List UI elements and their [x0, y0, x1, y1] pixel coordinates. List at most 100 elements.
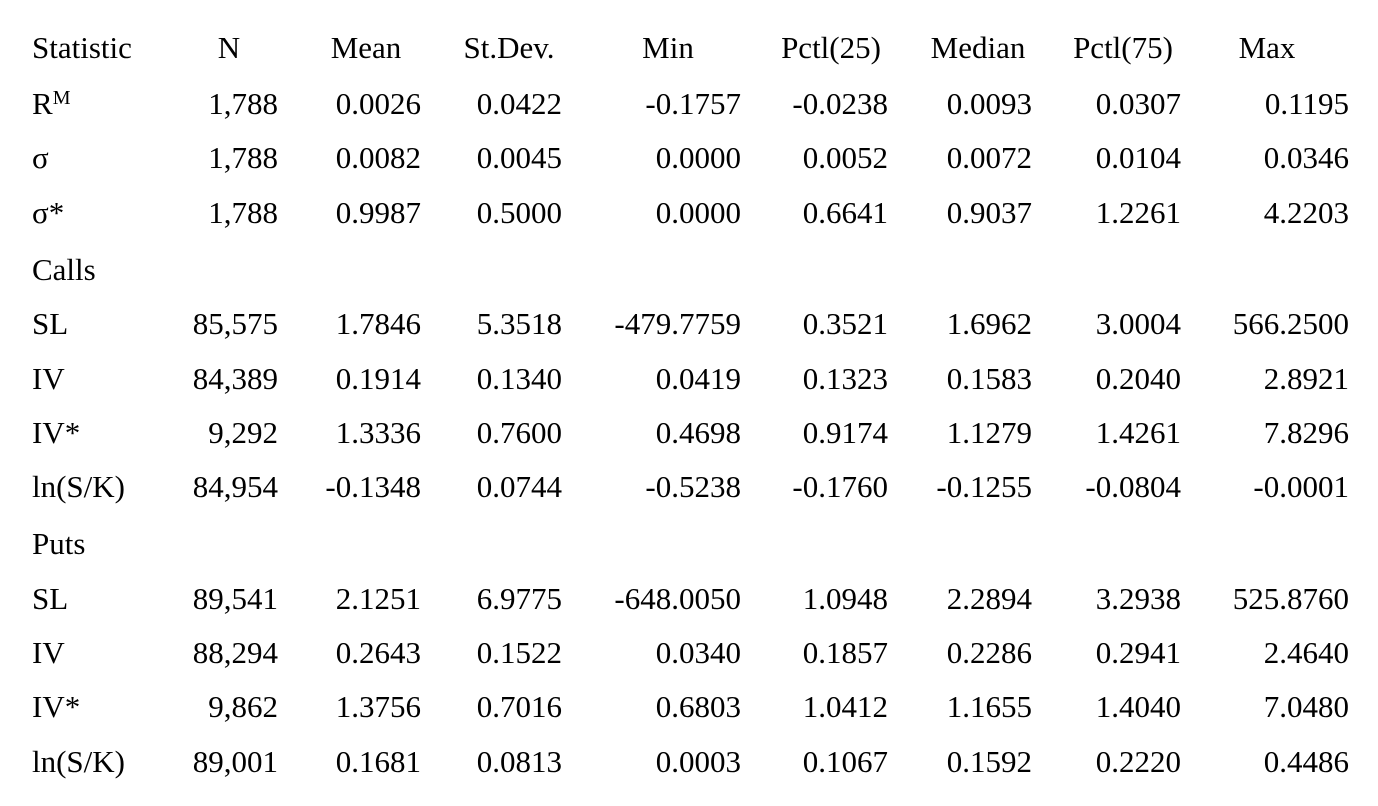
cell: 1.6962: [946, 306, 1032, 342]
cell: 0.1067: [802, 743, 888, 779]
cell: -0.1255: [936, 469, 1032, 505]
cell: 0.1857: [802, 635, 888, 670]
cell: 5.3518: [476, 306, 562, 342]
cell: 2.2894: [946, 580, 1032, 616]
row-label: RM: [32, 86, 70, 122]
cell: -0.1760: [792, 469, 888, 505]
column-header: Pctl(75): [1073, 30, 1173, 65]
cell: 7.8296: [1263, 414, 1349, 450]
cell: 0.0072: [946, 140, 1032, 176]
cell: 0.1681: [335, 743, 421, 779]
cell: 1.1655: [946, 689, 1032, 725]
cell: 3.2938: [1095, 580, 1181, 616]
column-header: Max: [1238, 30, 1296, 65]
cell: 0.0422: [476, 86, 562, 121]
cell: 3.0004: [1095, 306, 1181, 342]
cell: 1.0948: [802, 580, 888, 616]
column-header: Min: [642, 30, 694, 65]
cell: 0.2643: [335, 635, 421, 670]
cell: 89,541: [192, 580, 278, 616]
cell: 9,292: [208, 414, 278, 450]
cell: 0.1340: [476, 360, 562, 396]
cell: -479.7759: [614, 306, 741, 342]
rule: [0, 9, 1378, 12]
cell: 0.1914: [335, 360, 421, 396]
cell: 0.0104: [1095, 140, 1181, 176]
cell: 1.4040: [1095, 689, 1181, 725]
cell: 0.2040: [1095, 360, 1181, 396]
cell: 0.9987: [335, 194, 421, 230]
cell: 0.0000: [655, 194, 741, 230]
cell: 0.1522: [476, 635, 562, 670]
cell: -648.0050: [614, 580, 741, 616]
cell: 85,575: [192, 306, 278, 342]
cell: 0.9174: [802, 414, 888, 450]
cell: 1.4261: [1095, 414, 1181, 450]
cell: 1.3336: [335, 414, 421, 450]
cell: 1.7846: [335, 306, 421, 342]
column-header: Mean: [330, 30, 402, 65]
cell: 0.0093: [946, 86, 1032, 121]
cell: -0.1348: [325, 469, 421, 505]
cell: 2.4640: [1263, 635, 1349, 670]
cell: 1.0412: [802, 689, 888, 725]
column-header: Pctl(25): [781, 30, 881, 65]
cell: 1.2261: [1095, 194, 1181, 230]
cell: 0.5000: [476, 194, 562, 230]
cell: 1.1279: [946, 414, 1032, 450]
group-title: Puts: [32, 526, 86, 562]
cell: 0.2286: [946, 635, 1032, 670]
cell: 0.0082: [335, 140, 421, 176]
cell: 1,788: [208, 86, 278, 121]
group-title: Calls: [32, 251, 96, 287]
cell: 1,788: [208, 140, 278, 176]
cell: 0.0419: [655, 360, 741, 396]
cell: 0.7600: [476, 414, 562, 450]
cell: 0.1583: [946, 360, 1032, 396]
column-header: N: [217, 30, 241, 65]
cell: 0.4486: [1263, 743, 1349, 779]
cell: 0.6803: [655, 689, 741, 725]
cell: 0.0003: [655, 743, 741, 779]
cell: 89,001: [192, 743, 278, 779]
cell: -0.1757: [645, 86, 741, 121]
cell: 84,954: [192, 469, 278, 505]
cell: 0.2941: [1095, 635, 1181, 670]
row-label-sup: M: [52, 87, 71, 109]
column-header: St.Dev.: [463, 30, 555, 65]
cell: 0.4698: [655, 414, 741, 450]
cell: 2.8921: [1263, 360, 1349, 396]
cell: 0.0744: [476, 469, 562, 505]
cell: -0.0001: [1253, 469, 1349, 505]
row-label-base: R: [32, 86, 53, 121]
row-label: IV*: [32, 689, 81, 725]
cell: 566.2500: [1232, 306, 1349, 342]
row-label: σ*: [32, 194, 65, 230]
cell: 0.0045: [476, 140, 562, 176]
cell: 1,788: [208, 194, 278, 230]
cell: 84,389: [192, 360, 278, 396]
column-header: Statistic: [32, 30, 132, 65]
cell: 2.1251: [335, 580, 421, 616]
row-label: SL: [32, 306, 69, 342]
row-label: SL: [32, 580, 69, 616]
cell: -0.0238: [792, 86, 888, 121]
cell: 0.0813: [476, 743, 562, 779]
row-label: IV*: [32, 414, 81, 450]
row-label: σ: [32, 140, 49, 176]
cell: 0.2220: [1095, 743, 1181, 779]
cell: 0.0026: [335, 86, 421, 121]
cell: 0.1592: [946, 743, 1032, 779]
cell: 0.3521: [802, 306, 888, 342]
cell: 0.0000: [655, 140, 741, 176]
cell: 0.0052: [802, 140, 888, 176]
cell: 0.0307: [1095, 86, 1181, 121]
cell: -0.5238: [645, 469, 741, 505]
row-label: ln(S/K): [32, 469, 125, 505]
cell: 1.3756: [335, 689, 421, 725]
cell: 0.7016: [476, 689, 562, 725]
cell: 9,862: [208, 689, 278, 725]
cell: -0.0804: [1085, 469, 1181, 505]
row-label: IV: [32, 360, 65, 396]
